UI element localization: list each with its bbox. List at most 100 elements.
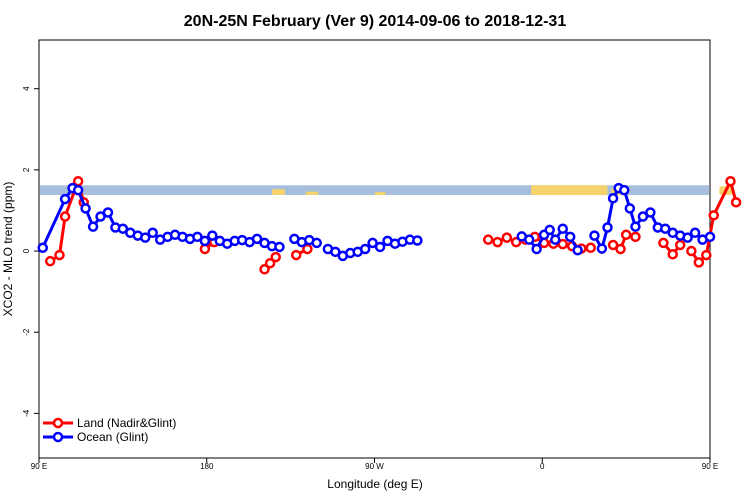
series-0-point-3-0 [290, 249, 302, 261]
series-1-point-3-4 [544, 224, 555, 236]
series-1-point-1-3 [311, 237, 322, 249]
series-1-point-0-21 [207, 230, 218, 241]
series-1-point-4-3 [607, 193, 619, 204]
x-tick-label-2: 90 W [365, 462, 384, 471]
x-tick-label-4: 90 E [702, 462, 718, 471]
land-patch-1 [271, 189, 286, 196]
y-axis-label: XCO2 - MLO trend (ppm) [1, 182, 15, 317]
series-1-point-4-17 [704, 231, 716, 243]
series-1-point-4-5 [619, 184, 630, 196]
series-0-point-4-0 [482, 234, 494, 245]
series-0-point-6-0 [658, 237, 669, 249]
y-tick-label-0: -4 [22, 409, 31, 417]
series-0-point-0-1 [54, 249, 65, 261]
series-0-point-4-2 [501, 232, 513, 243]
land-mask-band [40, 185, 733, 196]
series-1-point-0-0 [37, 242, 48, 254]
legend-item-land: Land (Nadir&Glint) [43, 416, 176, 430]
series-1-point-0-19 [192, 231, 203, 243]
series-0-point-6-2 [674, 239, 686, 251]
plot-frame [38, 39, 711, 459]
series-1-point-0-7 [102, 207, 114, 218]
legend-land-marker [52, 417, 64, 429]
legend-land-label: Land (Nadir&Glint) [77, 416, 176, 430]
series-0-point-2-1 [264, 257, 276, 269]
land-patch-3 [374, 192, 386, 196]
series-1-point-0-27 [251, 233, 263, 245]
series-0-point-4-1 [492, 236, 503, 248]
series-1-point-0-13 [147, 227, 158, 239]
series-1-point-4-15 [689, 227, 701, 239]
x-axis: 90 E 180 90 W 0 90 E [31, 458, 718, 471]
y-tick-label-4: 4 [22, 86, 31, 91]
y-axis: -4 -2 0 2 4 [22, 86, 39, 417]
series-1-point-0-9 [117, 223, 129, 234]
y-tick-label-3: 2 [22, 167, 31, 172]
series-1-point-2-1 [330, 246, 341, 258]
ocean-band [40, 185, 709, 196]
series-1-point-0-4 [80, 203, 91, 214]
series-0-point-7-2 [701, 249, 712, 261]
series-1-point-4-0 [589, 230, 600, 241]
series-0-point-5-3 [630, 231, 641, 243]
chart-title: 20N-25N February (Ver 9) 2014-09-06 to 2… [184, 13, 567, 30]
land-patch-4 [531, 185, 608, 196]
series-1-point-0-6 [95, 211, 106, 222]
series-1-point-0-12 [139, 232, 151, 243]
series-1-point-4-6 [624, 203, 636, 214]
series-0-point-2-0 [259, 264, 270, 275]
series-0-point-7-1 [693, 257, 705, 268]
series-1-point-4-14 [682, 232, 693, 243]
x-axis-label: Longitude (deg E) [327, 477, 422, 491]
series-1-point-3-2 [531, 243, 542, 255]
series-1-point-3-7 [564, 231, 576, 243]
series-0-point-4-8 [557, 238, 569, 250]
series-0-point-3-1 [302, 243, 313, 255]
series-1-point-2-12 [412, 235, 423, 246]
series-0-point-0-0 [44, 255, 56, 267]
series-0-point-4-11 [585, 242, 596, 254]
series-0-point-2-2 [270, 251, 281, 263]
legend-ocean-label: Ocean (Glint) [77, 430, 148, 444]
series-1-point-4-8 [637, 211, 649, 222]
series-1-point-2-6 [367, 237, 378, 249]
series-0-point-7-0 [686, 245, 697, 257]
plot-area: -4 -2 0 2 4 90 E 180 90 W 0 90 E [22, 39, 742, 471]
series-1-point-3-8 [572, 244, 583, 256]
series-1-point-4-7 [630, 221, 641, 232]
series-0-point-1-0 [199, 243, 211, 255]
series-1-point-0-3 [72, 184, 84, 196]
series-1-point-0-30 [274, 241, 285, 253]
series-0-point-5-1 [615, 243, 626, 255]
series-1-point-3-6 [557, 223, 569, 234]
series-1-point-2-5 [359, 243, 371, 255]
series-1-point-0-5 [87, 221, 99, 232]
x-tick-label-1: 180 [200, 462, 214, 471]
series-1-point-4-1 [596, 243, 608, 254]
series-0-point-7-5 [730, 197, 742, 208]
x-tick-label-0: 90 E [31, 462, 47, 471]
y-tick-label-1: -2 [22, 328, 31, 336]
land-patch-2 [305, 191, 319, 196]
series-0-point-7-3 [708, 210, 719, 221]
series-1-point-4-11 [660, 223, 671, 234]
legend-ocean-marker [52, 431, 64, 443]
series-0-point-0-2 [59, 211, 71, 222]
series-1-point-4-9 [645, 207, 656, 218]
y-tick-label-2: 0 [22, 248, 31, 253]
series-0-point-6-1 [667, 249, 678, 260]
series-0-point-7-4 [725, 175, 736, 187]
x-tick-label-3: 0 [540, 462, 545, 471]
series-1-point-0-1 [59, 193, 71, 205]
series-1-point-0-20 [199, 235, 211, 247]
series-1-point-3-5 [550, 234, 561, 245]
series-0-point-5-2 [620, 229, 632, 241]
series-layer [37, 175, 742, 275]
legend-item-ocean: Ocean (Glint) [43, 430, 148, 444]
series-1-point-2-7 [374, 241, 386, 253]
series-1 [37, 182, 716, 262]
series-1-point-3-1 [523, 234, 535, 245]
legend: Land (Nadir&Glint) Ocean (Glint) [43, 416, 176, 444]
series-0-point-5-0 [607, 239, 619, 251]
